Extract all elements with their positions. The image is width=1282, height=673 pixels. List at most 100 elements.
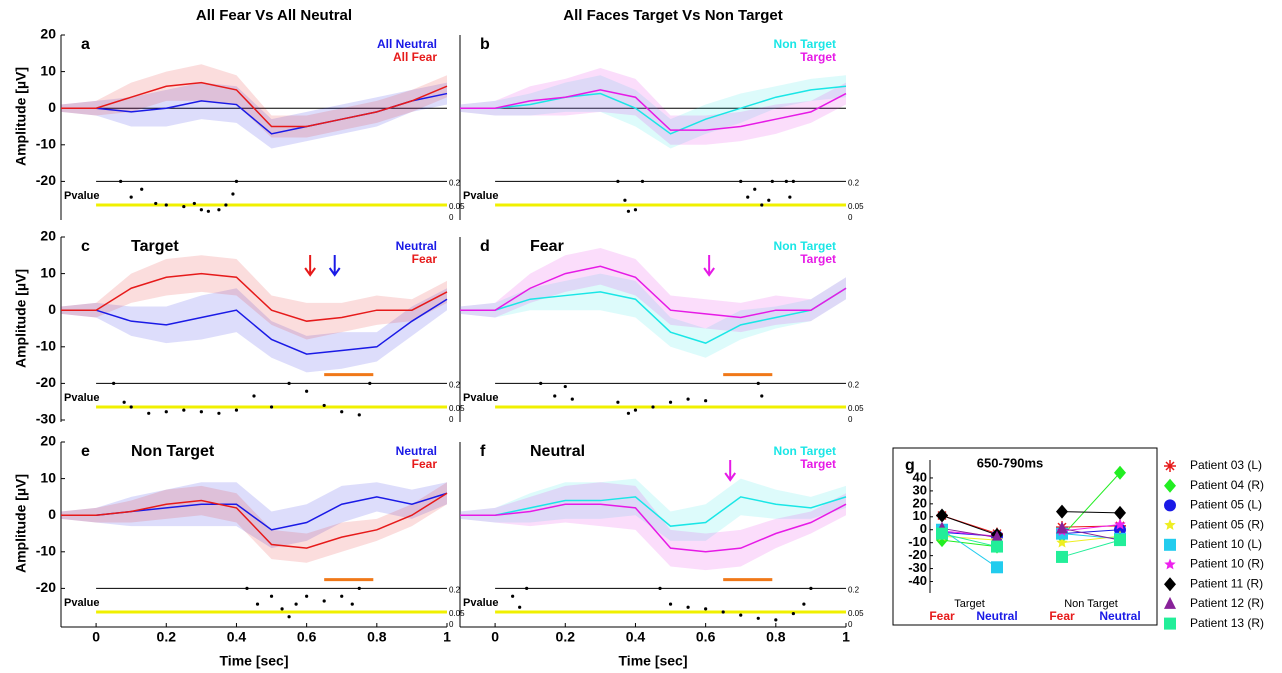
marker bbox=[991, 530, 1003, 543]
pvalue-point bbox=[269, 594, 274, 598]
panel-title: Non Target bbox=[131, 443, 215, 460]
x-tick-label: 0.6 bbox=[297, 629, 317, 645]
error-band bbox=[61, 255, 447, 340]
x-tick-label: 0.4 bbox=[626, 629, 646, 645]
series-line bbox=[460, 265, 847, 319]
legend-entry: Patient 11 (R) bbox=[1190, 576, 1263, 590]
series-line bbox=[61, 298, 448, 355]
marker bbox=[1056, 504, 1068, 519]
legend-entry: Patient 03 (L) bbox=[1190, 458, 1262, 472]
panel-letter: g bbox=[905, 457, 915, 474]
pvalue-tick-label: 0.2 bbox=[848, 381, 860, 390]
y-tick-label: 20 bbox=[40, 26, 56, 42]
pvalue-point bbox=[182, 204, 186, 209]
pvalue-point bbox=[623, 198, 627, 202]
category-label: Fear bbox=[1049, 609, 1075, 623]
pvalue-point bbox=[234, 408, 239, 412]
pvalue-point bbox=[340, 594, 344, 598]
pvalue-point bbox=[640, 179, 645, 183]
y-tick-label: -30 bbox=[908, 560, 927, 575]
pvalue-point bbox=[791, 179, 795, 183]
legend-marker bbox=[1164, 499, 1176, 512]
error-band bbox=[61, 482, 447, 563]
pvalue-point bbox=[199, 208, 203, 212]
legend-entry: Non Target bbox=[774, 239, 836, 253]
arrow bbox=[304, 255, 316, 277]
y-tick-label: -10 bbox=[908, 534, 927, 549]
pvalue-point bbox=[147, 411, 151, 415]
legend-entry: All Neutral bbox=[377, 37, 437, 51]
pvalue-tick-label: 0.2 bbox=[848, 586, 860, 595]
y-tick-label: -20 bbox=[908, 547, 927, 562]
series-line bbox=[460, 503, 847, 553]
pvalue-point bbox=[357, 586, 361, 591]
pvalue-point bbox=[305, 594, 309, 598]
pvalue-label: Pvalue bbox=[64, 392, 99, 404]
marker bbox=[1114, 505, 1126, 520]
arrow bbox=[328, 255, 341, 277]
pvalue-label: Pvalue bbox=[64, 597, 99, 609]
legend-entry: Non Target bbox=[774, 37, 836, 51]
series-line bbox=[460, 287, 847, 344]
error-band bbox=[61, 64, 447, 138]
x-tick-label: 1 bbox=[443, 629, 451, 645]
pvalue-point bbox=[164, 203, 168, 207]
pvalue-label: Pvalue bbox=[463, 392, 498, 404]
marker bbox=[1056, 521, 1068, 534]
pvalue-point bbox=[217, 208, 221, 212]
legend-marker bbox=[1164, 558, 1176, 570]
x-tick-label: 1 bbox=[842, 629, 850, 645]
error-band bbox=[460, 67, 846, 145]
pvalue-point bbox=[753, 187, 757, 191]
pvalue-point bbox=[686, 605, 690, 609]
pvalue-point bbox=[668, 602, 673, 606]
pvalue-point bbox=[563, 384, 567, 389]
pvalue-point bbox=[122, 400, 126, 404]
marker bbox=[936, 508, 948, 523]
y-axis-label: Amplitude [µV] bbox=[13, 474, 29, 573]
series-line bbox=[61, 81, 448, 128]
legend-entry: Patient 12 (R) bbox=[1190, 596, 1264, 610]
marker bbox=[1056, 536, 1068, 548]
y-tick-label: 10 bbox=[913, 508, 927, 523]
panel-letter: a bbox=[81, 36, 90, 53]
pvalue-point bbox=[255, 602, 260, 606]
pvalue-point bbox=[305, 389, 309, 393]
pvalue-point bbox=[784, 179, 788, 183]
y-tick-label: 10 bbox=[40, 469, 56, 485]
pvalue-point bbox=[770, 179, 774, 183]
pvalue-point bbox=[616, 400, 620, 404]
x-axis-label: Time [sec] bbox=[220, 653, 289, 669]
y-tick-label: -40 bbox=[908, 573, 927, 588]
pvalue-point bbox=[788, 195, 792, 199]
pvalue-point bbox=[704, 399, 708, 403]
pvalue-point bbox=[112, 381, 116, 385]
panel-letter: b bbox=[480, 36, 490, 53]
error-band bbox=[61, 82, 447, 149]
group-label: Non Target bbox=[1064, 598, 1118, 610]
pvalue-point bbox=[553, 394, 557, 398]
pvalue-point bbox=[340, 410, 344, 414]
pvalue-point bbox=[809, 586, 813, 591]
legend-marker bbox=[1164, 538, 1176, 551]
legend-entry: Patient 13 (R) bbox=[1190, 616, 1264, 630]
marker bbox=[991, 561, 1003, 574]
y-tick-label: -10 bbox=[36, 543, 56, 559]
pvalue-point bbox=[119, 179, 123, 183]
pvalue-point bbox=[739, 613, 743, 617]
panel-frame bbox=[892, 447, 1158, 626]
marker bbox=[1114, 523, 1126, 536]
pvalue-tick-label: 0 bbox=[848, 213, 853, 222]
pvalue-point bbox=[633, 208, 638, 212]
pvalue-point bbox=[739, 179, 743, 183]
pvalue-point bbox=[760, 394, 764, 398]
pvalue-tick-label: 0.2 bbox=[449, 586, 461, 595]
error-band bbox=[460, 482, 846, 571]
pvalue-point bbox=[760, 203, 764, 207]
legend-entry: Fear bbox=[412, 457, 438, 471]
pvalue-point bbox=[626, 411, 631, 415]
pvalue-point bbox=[539, 381, 543, 385]
y-tick-label: -20 bbox=[36, 172, 56, 188]
series-line bbox=[941, 530, 998, 537]
pvalue-point bbox=[164, 410, 168, 414]
